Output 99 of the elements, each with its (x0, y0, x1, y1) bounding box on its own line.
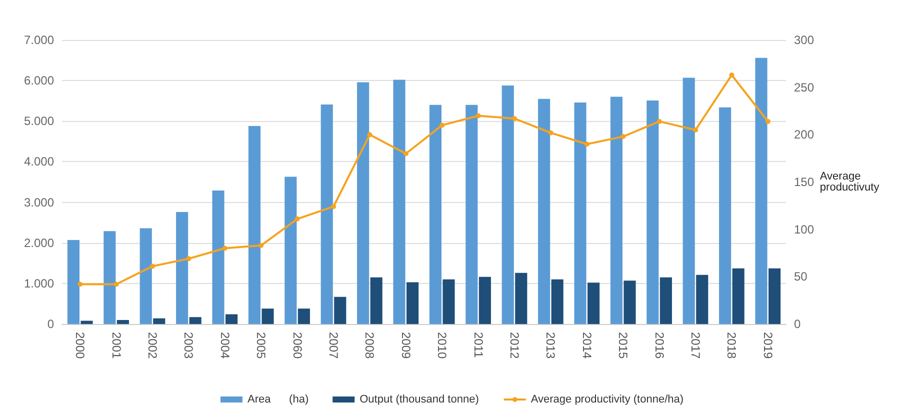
bar (153, 318, 166, 324)
y2-tick-label: 250 (794, 80, 814, 94)
legend-label: Output (thousand tonne) (360, 394, 479, 406)
point (331, 204, 336, 210)
y-tick-label: 7.000 (24, 33, 54, 47)
point (403, 151, 408, 156)
bar (393, 80, 406, 324)
y-tick-label: 5.000 (24, 114, 54, 128)
bar (538, 98, 550, 324)
bar (176, 212, 188, 324)
point (114, 282, 119, 287)
x-tick-label: 2001 (109, 332, 124, 360)
legend-label: Average productivity (tonne/ha) (530, 394, 684, 406)
bar (768, 268, 781, 324)
y2-tick-label: 150 (794, 175, 814, 189)
bar (320, 104, 333, 324)
bar (478, 276, 491, 324)
bar (574, 102, 586, 324)
y2-tick-label: 200 (794, 128, 814, 142)
y-tick-label: 1.000 (24, 276, 54, 290)
point (548, 130, 554, 136)
bar (370, 277, 382, 324)
y2-tick-label: 50 (794, 270, 808, 284)
y-tick-label: 6.000 (24, 74, 54, 88)
bar (515, 272, 528, 324)
point (258, 242, 264, 248)
x-tick-label: 2003 (182, 332, 196, 360)
x-tick-label: 2014 (580, 332, 594, 360)
y-tick-label: 2.000 (24, 236, 54, 250)
x-tick-label: 2002 (146, 332, 160, 360)
bar (67, 240, 80, 324)
x-tick-label: 2011 (471, 332, 486, 358)
bar (80, 320, 93, 324)
bar (212, 190, 224, 324)
y2-tick-label: 300 (794, 33, 814, 47)
point (294, 216, 300, 222)
x-tick-label: 2009 (398, 332, 413, 360)
legend-label: Area (ha) (247, 394, 309, 406)
point (150, 264, 155, 269)
point (367, 132, 372, 138)
point (440, 122, 445, 128)
x-tick-label: 2013 (544, 332, 558, 360)
point (656, 118, 662, 124)
y-tick-label: 4.000 (24, 154, 54, 169)
y2-tick-label: 100 (794, 222, 814, 236)
x-tick-label: 2008 (362, 332, 377, 360)
bar (732, 268, 744, 324)
bar (466, 104, 478, 324)
y-tick-label: 3.000 (24, 195, 54, 210)
bar (624, 280, 636, 324)
bar (682, 78, 695, 324)
bar (357, 82, 370, 324)
bar (298, 308, 310, 324)
x-tick-label: 2017 (688, 332, 702, 360)
point (512, 116, 517, 122)
x-tick-label: 2000 (73, 332, 88, 360)
bar (140, 228, 152, 324)
bar (429, 104, 442, 324)
bar (189, 317, 202, 324)
bar (719, 107, 732, 324)
bar (334, 296, 346, 324)
point (729, 72, 734, 78)
bar (696, 274, 708, 324)
x-tick-label: 2004 (218, 332, 232, 360)
y-tick-label: 0 (47, 317, 54, 331)
bar (406, 282, 419, 324)
y2-tick-label: 0 (794, 317, 801, 331)
bar (226, 314, 238, 324)
y2-axis-title: Average productivuty (820, 170, 880, 194)
bar (248, 126, 260, 324)
point (186, 256, 192, 262)
x-tick-label: 2012 (508, 332, 522, 360)
x-tick-label: 2010 (435, 332, 450, 360)
point (476, 113, 481, 118)
point (693, 127, 698, 132)
bar (262, 308, 274, 324)
x-tick-label: 2019 (760, 332, 775, 360)
x-tick-label: 2016 (652, 332, 666, 360)
bar (755, 58, 768, 324)
point (584, 142, 590, 147)
x-tick-label: 2015 (616, 332, 630, 360)
bar (442, 279, 455, 324)
x-tick-label: 2018 (724, 332, 739, 360)
x-tick-label: 2007 (326, 332, 340, 360)
point (620, 134, 626, 140)
bar (551, 279, 564, 324)
point (222, 246, 228, 251)
bar (502, 85, 514, 324)
x-tick-label: 2005 (254, 332, 268, 360)
bar (116, 320, 129, 324)
x-tick-label: 2060 (290, 332, 304, 360)
point (765, 118, 770, 124)
point (78, 282, 83, 287)
bar (588, 282, 600, 324)
bar (660, 277, 672, 324)
bar (646, 100, 659, 324)
bar (284, 176, 297, 324)
bar (104, 231, 116, 324)
bar (610, 96, 622, 324)
